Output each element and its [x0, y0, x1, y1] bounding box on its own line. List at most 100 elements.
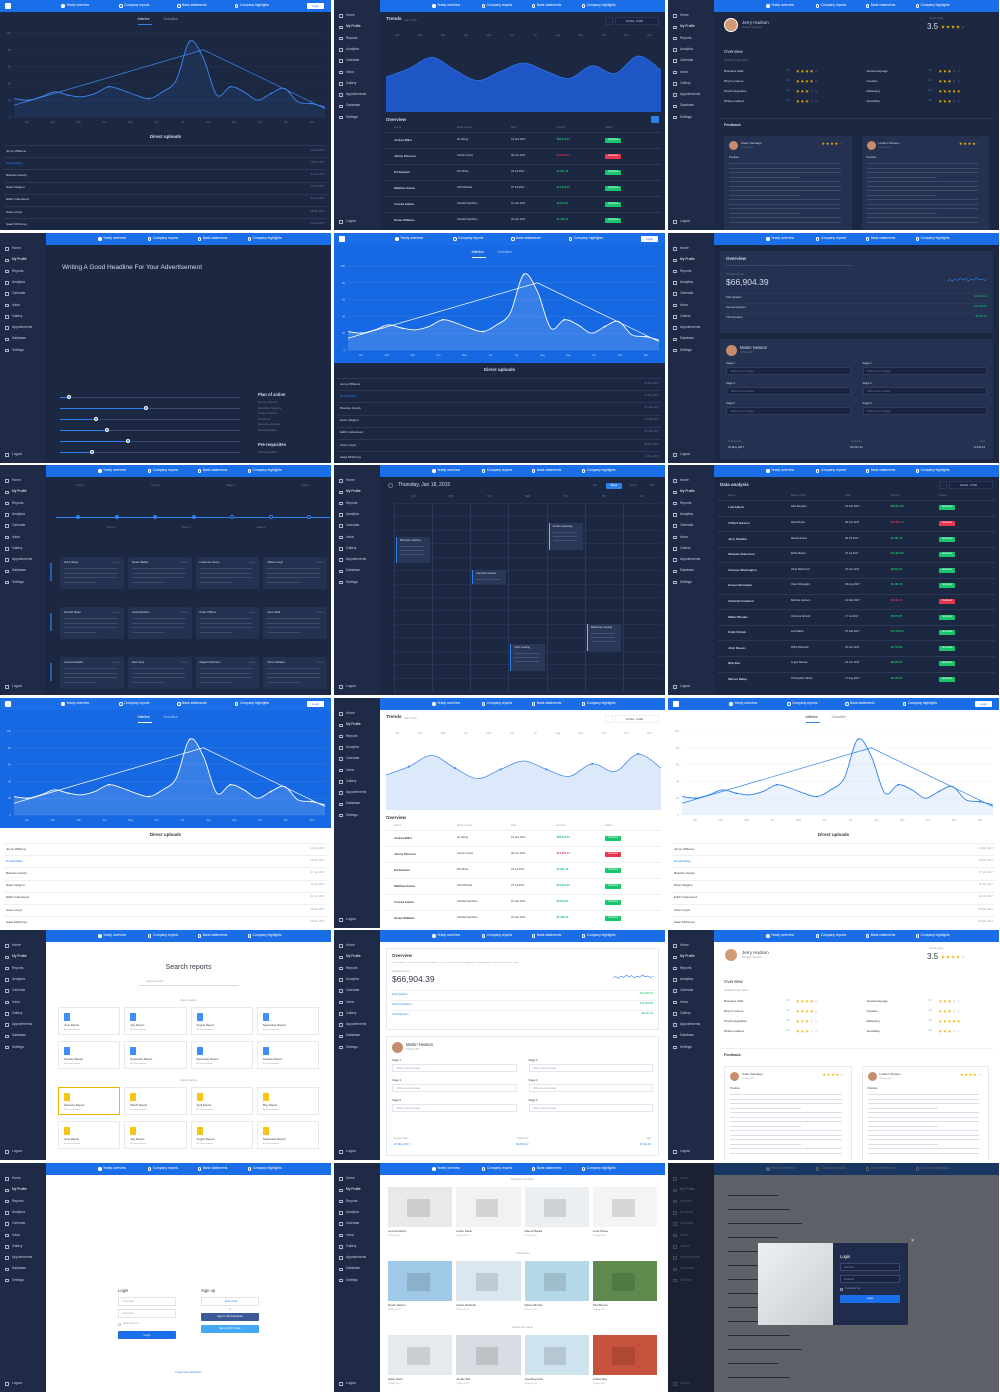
text: 23 May 2017: [878, 147, 892, 149]
point: [229, 85, 232, 88]
text: Inbox: [346, 999, 355, 1004]
y-tick-label: 100: [341, 264, 346, 268]
text: Company reports: [458, 236, 484, 241]
text-placeholder: [514, 657, 539, 659]
nav-icon: [339, 757, 343, 761]
top-bar: [714, 465, 999, 477]
slider-knob: [90, 450, 95, 455]
text: Jordan Bell: [456, 1377, 471, 1381]
text: Psychologicalism: [724, 89, 748, 93]
text: Calendar: [680, 988, 694, 993]
y-tick-label: 80: [676, 746, 679, 750]
text: Home: [680, 13, 689, 17]
star: [814, 1029, 818, 1033]
text: $5,870.55: [890, 614, 903, 618]
nav-icon: [5, 535, 9, 540]
star: [943, 1019, 947, 1023]
text: Third Quarter: [726, 315, 743, 319]
text: Database: [680, 568, 695, 573]
nav-icon: [915, 237, 920, 241]
text: Owen Mcgaughy: [790, 583, 811, 587]
text: Home: [346, 943, 355, 947]
x-tick-label: Dec: [310, 120, 315, 124]
x-tick-label: Mar: [745, 818, 750, 822]
text-placeholder: [730, 1125, 801, 1127]
input: Write a new message: [392, 1064, 517, 1072]
text-placeholder: [867, 1103, 980, 1105]
text: Calendar: [680, 523, 694, 528]
row-line: [338, 414, 661, 416]
text: Emily Patrick: [728, 630, 746, 635]
text: Yearly overview: [103, 1166, 126, 1171]
text: Allison Lloyd: [267, 560, 283, 564]
top-bar: [714, 233, 999, 245]
avatar: [726, 345, 737, 356]
text: February Report: [64, 1103, 85, 1107]
nav-icon: [673, 1012, 677, 1016]
text: Lola Abbott: [728, 505, 744, 510]
x-tick-label: Aug: [206, 818, 211, 822]
nav-icon: [531, 702, 536, 706]
text: 3.0: [928, 79, 933, 82]
text: $2,745.80: [890, 645, 903, 649]
star: [809, 1019, 814, 1023]
text: 3.0: [928, 1029, 933, 1032]
text: Final Evaluation: [258, 428, 277, 432]
text: Jerry Hudson: [742, 20, 769, 25]
text: Appointments: [346, 92, 367, 97]
text: Database: [346, 1033, 361, 1038]
point: [978, 800, 981, 803]
text: 22 Dec 2017: [978, 919, 993, 923]
text: Landon Wooten: [879, 1072, 901, 1076]
text-placeholder: [267, 677, 321, 679]
text: Feedback: [724, 123, 741, 127]
image-detail: [407, 1273, 430, 1291]
text: Status: [605, 824, 613, 827]
card: Aaron Bell 23 May: [263, 607, 327, 639]
timeline-dot: [76, 515, 80, 519]
text: Starred reports: [179, 1079, 198, 1082]
chart-bg: [334, 245, 665, 363]
logout-icon: [673, 453, 677, 457]
text: Home: [12, 943, 21, 947]
text: Data analysis: [720, 482, 749, 487]
text-placeholder: [730, 1121, 842, 1123]
text-placeholder: [730, 1116, 842, 1118]
star: [809, 99, 814, 103]
star: [831, 1073, 835, 1077]
text: Company highlights: [252, 933, 282, 938]
text: Remember me: [845, 1288, 861, 1291]
text: Donald Riley: [6, 858, 24, 863]
text-placeholder: [552, 532, 577, 534]
input: Password: [118, 1309, 176, 1318]
text-placeholder: [267, 568, 321, 570]
timeline-dot: [191, 515, 196, 519]
text: 23 May 2017: [388, 1383, 401, 1385]
text: Gallery: [680, 1010, 691, 1015]
text: Company highlights: [920, 933, 950, 938]
text: Overview: [724, 49, 743, 54]
text: Home: [346, 711, 355, 715]
text: CEO meeting: [514, 646, 530, 649]
text: Jimmy Peterson: [394, 851, 416, 856]
text: 17 Aug 2017: [845, 676, 860, 680]
star: [796, 1019, 800, 1023]
nav-icon: [197, 237, 202, 241]
report-card: January Report By Jerry Hudson: [256, 1041, 319, 1069]
x-tick-label: Nov: [624, 731, 629, 735]
nav-icon: [339, 966, 343, 971]
text: Yearly overview: [437, 3, 460, 8]
x-tick-label: Apr: [464, 731, 468, 735]
nav-icon: [339, 93, 343, 97]
report-icon: [130, 1047, 137, 1055]
nav-icon: [197, 469, 202, 473]
star: [956, 89, 961, 93]
